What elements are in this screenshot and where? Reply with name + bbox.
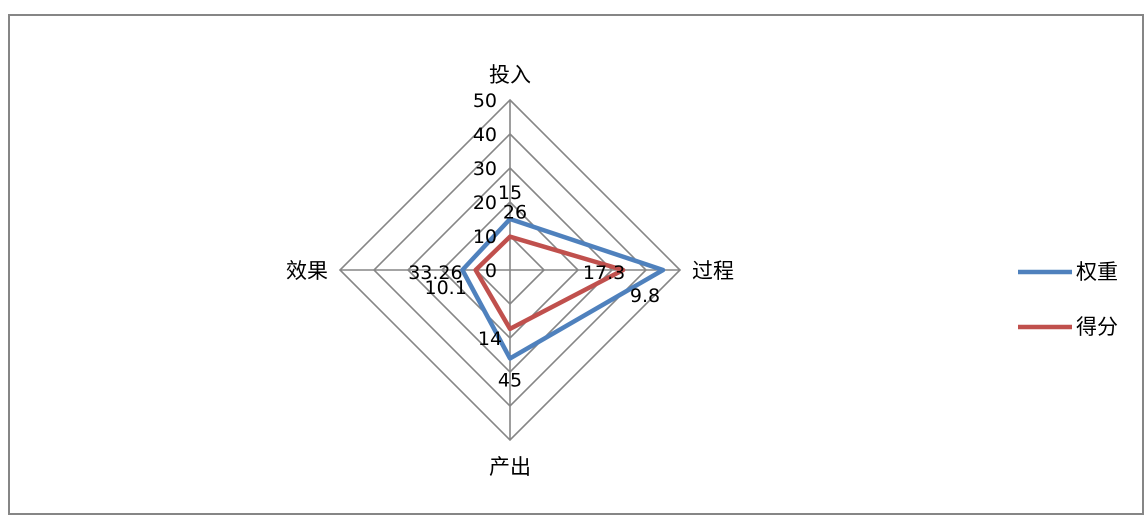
data-label: 15 xyxy=(498,182,522,204)
tick-label: 40 xyxy=(473,124,497,146)
chart-frame xyxy=(8,14,1144,515)
tick-label: 50 xyxy=(473,90,497,112)
tick-label: 30 xyxy=(473,158,497,180)
series-line-2 xyxy=(473,234,626,332)
series-line-1 xyxy=(460,216,666,361)
data-label: 9.8 xyxy=(630,285,660,307)
data-label: 33.26 xyxy=(408,262,462,284)
radar-tick-labels: 0 10 20 30 40 50 xyxy=(473,90,497,282)
legend-label-1: 权重 xyxy=(1076,260,1118,284)
legend-label-2: 得分 xyxy=(1076,315,1118,339)
axis-label-1: 投入 xyxy=(489,63,531,87)
axis-label-2: 过程 xyxy=(692,259,734,283)
data-label: 45 xyxy=(498,369,522,391)
data-label: 10.1 xyxy=(425,277,467,299)
data-label: 17.3 xyxy=(583,262,625,284)
radar-data-labels: 15 9.8 45 33.26 26 17.3 14 10.1 xyxy=(408,182,660,391)
tick-label: 10 xyxy=(473,226,497,248)
radar-series xyxy=(460,216,666,361)
tick-label: 20 xyxy=(473,192,497,214)
axis-label-3: 产出 xyxy=(489,455,531,479)
tick-label: 0 xyxy=(485,260,497,282)
data-label: 26 xyxy=(503,202,527,224)
data-label: 14 xyxy=(478,328,502,350)
axis-label-4: 效果 xyxy=(286,259,328,283)
